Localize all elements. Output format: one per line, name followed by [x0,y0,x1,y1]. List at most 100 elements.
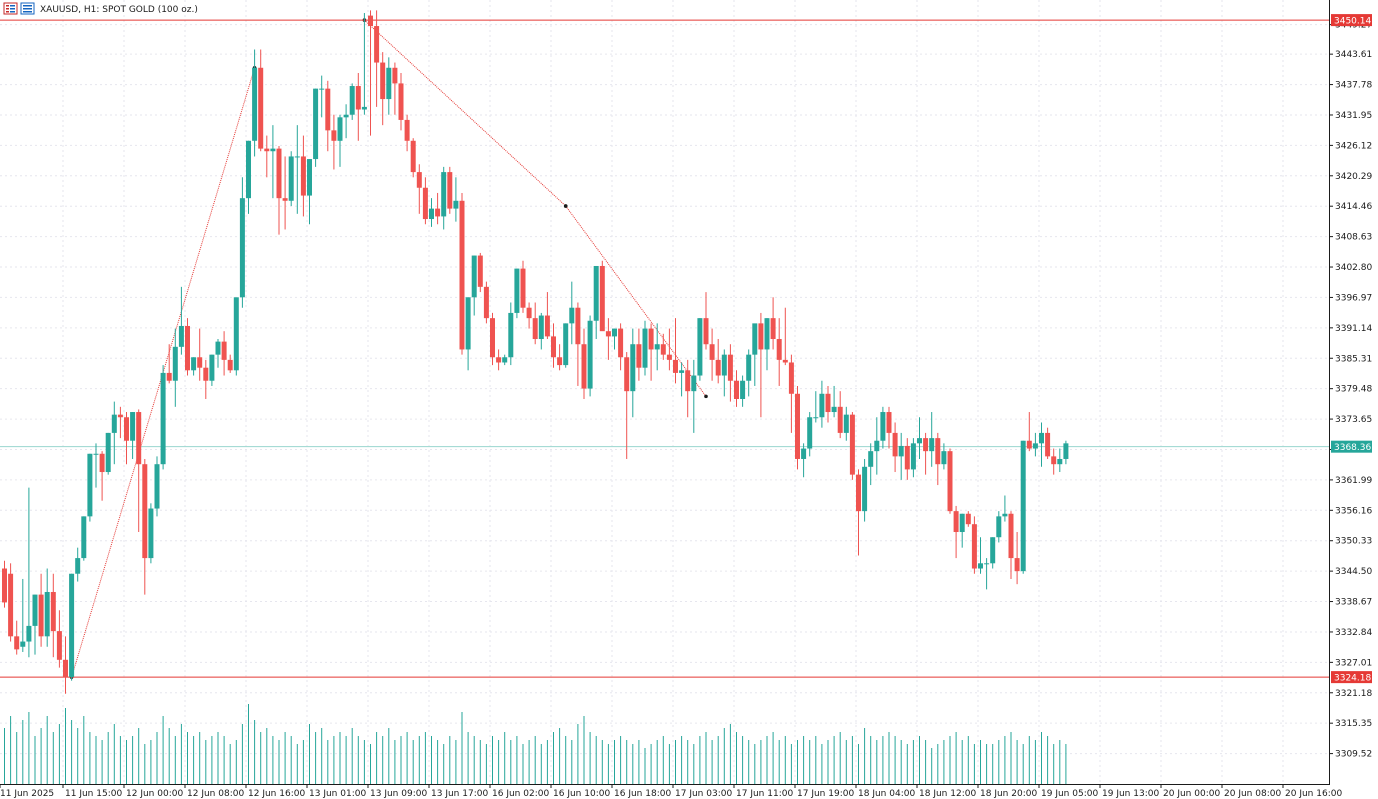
candle-body [721,354,727,376]
candle-body [50,591,56,632]
time-tick-label: 18 Jun 20:00 [980,789,1037,799]
candle [959,513,965,548]
candle [703,292,709,350]
time-tick-label: 16 Jun 18:00 [614,789,671,799]
candle-body [971,524,977,569]
candle [807,412,813,457]
chart-header: XAUUSD, H1: SPOT GOLD (100 oz.) [3,2,198,15]
candle [282,156,288,230]
candle [441,166,447,230]
instrument-list-icon[interactable] [3,2,18,15]
time-tick-label: 16 Jun 02:00 [492,789,549,799]
candle-body [282,198,288,201]
candle-body [758,323,764,350]
candle-body [868,451,874,467]
candle [929,412,935,467]
candle-body [459,200,465,350]
candle [862,458,868,522]
candle [349,83,355,120]
candle [32,594,38,655]
candle-body [734,380,739,399]
trend-line[interactable] [364,19,567,207]
candle [1032,432,1038,457]
candle [843,406,849,441]
candle [849,412,855,480]
candle-body [447,172,453,209]
candle-body [38,594,44,637]
candle-body [270,148,276,152]
candle-body [136,412,142,465]
candle [813,391,819,423]
candle-body [990,537,996,564]
candle-body [892,432,898,457]
candle-body [856,474,861,512]
candle [654,323,660,371]
candle [569,281,575,345]
candle-body [819,393,825,418]
price-tick-label: 3338.67 [1335,598,1372,608]
candle [178,286,184,355]
candle [886,406,892,449]
candle-body [8,573,14,637]
candle-body [752,323,758,355]
candle-body [538,315,544,340]
candle [44,568,50,647]
candle-body [221,341,227,360]
candle [709,328,715,381]
candle-body [1045,432,1051,457]
candle-body [788,362,794,394]
candle-body [581,344,587,389]
candle [721,349,727,397]
candle [227,354,233,373]
candle-body [124,417,129,441]
candle [294,125,300,214]
candle-body [880,412,886,441]
candle-body [361,106,367,110]
candle-body [1002,513,1008,517]
candle-body [941,451,947,465]
chart-properties-icon[interactable] [20,2,35,15]
horizontal-lines[interactable] [0,19,1329,678]
candle [892,422,898,473]
candle [630,328,636,418]
price-tick-label: 3437.78 [1335,81,1372,91]
candle-body [343,114,349,118]
time-tick-label: 13 Jun 17:00 [431,789,488,799]
axes [0,0,1330,785]
candle [386,57,392,115]
price-tick-label: 3321.18 [1335,689,1372,699]
candle-body [331,130,337,141]
price-tick-label: 3408.63 [1335,233,1372,243]
current-price-tag: 3368.36 [1331,440,1372,453]
candle-body [612,328,617,337]
candle [2,560,7,608]
candle [660,333,666,360]
candle-body [740,380,746,399]
trend-anchor[interactable] [704,394,708,399]
candle [923,432,929,475]
candle-body [81,516,87,559]
candle-body [898,445,904,457]
candle [984,558,990,590]
candle-body [691,375,697,392]
candle [746,349,752,397]
trend-line[interactable] [565,205,707,397]
candle [166,344,172,384]
candle [825,385,831,423]
candle [337,114,343,167]
candle-body [117,414,123,418]
candle-body [910,443,916,470]
candle-body [795,393,800,459]
candle [551,323,556,368]
price-tick-label: 3391.14 [1335,324,1372,334]
candle-body [575,307,581,345]
candle [75,547,81,582]
candle-body [715,359,721,376]
trend-anchor[interactable] [563,204,568,208]
time-tick-label: 16 Jun 10:00 [553,789,610,799]
candle [429,198,434,227]
candle [111,401,117,465]
candle-body [514,268,520,313]
